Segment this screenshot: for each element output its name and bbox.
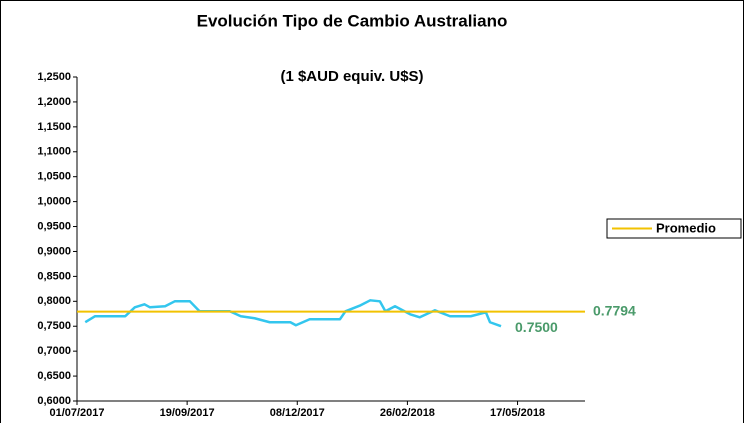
y-tick-label: 1,2000 (37, 96, 71, 108)
legend-label: Promedio (656, 220, 716, 235)
y-tick-label: 1,1000 (37, 146, 71, 158)
y-tick-label: 0,9500 (37, 220, 71, 232)
x-tick-label: 08/12/2017 (270, 407, 325, 419)
y-tick-label: 0,9000 (37, 245, 71, 257)
y-tick-label: 1,0000 (37, 196, 71, 208)
y-tick-label: 1,1500 (37, 121, 71, 133)
x-tick-label: 26/02/2018 (380, 407, 435, 419)
x-tick-label: 17/05/2018 (490, 407, 545, 419)
y-tick-label: 1,0500 (37, 171, 71, 183)
y-tick-label: 0,7500 (37, 320, 71, 332)
x-tick-label: 01/07/2017 (49, 407, 104, 419)
legend: Promedio (606, 218, 742, 239)
x-tick-label: 19/09/2017 (160, 407, 215, 419)
legend-box (606, 218, 742, 239)
y-tick-label: 0,7000 (37, 345, 71, 357)
chart-title: Evolución Tipo de Cambio Australiano (197, 11, 508, 30)
annotation: 0.7794 (593, 302, 636, 318)
chart-subtitle: (1 $AUD equiv. U$S) (280, 68, 423, 85)
y-tick-label: 1,2500 (37, 71, 71, 83)
y-tick-label: 0,8500 (37, 270, 71, 282)
y-tick-label: 0,6000 (37, 395, 71, 407)
y-tick-label: 0,6500 (37, 370, 71, 382)
annotation: 0.7500 (515, 319, 558, 335)
y-tick-label: 0,8000 (37, 295, 71, 307)
